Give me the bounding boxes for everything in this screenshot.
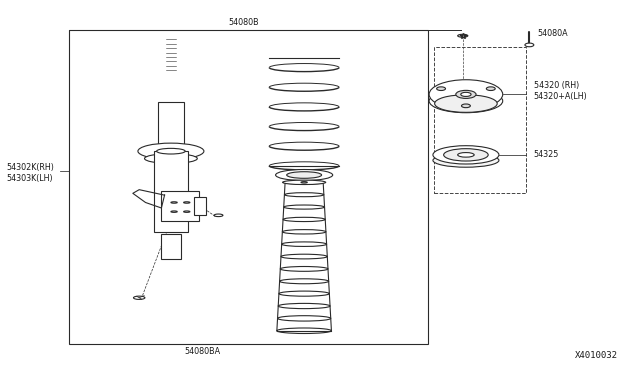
Ellipse shape	[283, 217, 325, 222]
Text: 40056X: 40056X	[69, 284, 100, 293]
Ellipse shape	[436, 87, 445, 90]
Bar	[161, 192, 200, 221]
Ellipse shape	[278, 304, 330, 309]
Ellipse shape	[214, 214, 223, 217]
Text: 54302K(RH)
54303K(LH): 54302K(RH) 54303K(LH)	[6, 163, 54, 183]
Ellipse shape	[285, 180, 323, 184]
Ellipse shape	[429, 89, 502, 113]
Ellipse shape	[138, 143, 204, 159]
Bar	[434, 47, 526, 193]
Ellipse shape	[171, 202, 177, 203]
Ellipse shape	[456, 90, 476, 99]
Ellipse shape	[276, 170, 333, 180]
Ellipse shape	[157, 148, 185, 154]
Text: 54010M: 54010M	[215, 136, 247, 145]
Ellipse shape	[134, 296, 145, 299]
Ellipse shape	[433, 154, 499, 167]
Ellipse shape	[284, 205, 324, 209]
Text: 54035: 54035	[222, 211, 247, 220]
Text: 54080A: 54080A	[537, 29, 568, 38]
Ellipse shape	[282, 230, 326, 234]
Ellipse shape	[282, 242, 326, 246]
Ellipse shape	[284, 193, 324, 197]
Ellipse shape	[433, 146, 499, 164]
Ellipse shape	[171, 211, 177, 212]
Text: 54320 (RH)
54320+A(LH): 54320 (RH) 54320+A(LH)	[534, 81, 588, 101]
Ellipse shape	[184, 211, 190, 212]
Ellipse shape	[278, 316, 331, 321]
Bar	[69, 30, 428, 344]
Ellipse shape	[277, 328, 332, 334]
Ellipse shape	[435, 95, 497, 112]
Ellipse shape	[281, 254, 327, 259]
Text: 54080BA: 54080BA	[184, 347, 221, 356]
Text: 54050M: 54050M	[215, 253, 247, 262]
Bar	[158, 102, 184, 151]
Ellipse shape	[486, 87, 495, 90]
Ellipse shape	[444, 149, 488, 161]
Ellipse shape	[279, 291, 330, 296]
Text: 54325: 54325	[534, 150, 559, 158]
Ellipse shape	[461, 92, 471, 96]
Ellipse shape	[301, 182, 307, 183]
Ellipse shape	[458, 34, 468, 37]
Ellipse shape	[287, 172, 321, 178]
Text: X4010032: X4010032	[575, 351, 618, 360]
Text: 54080B: 54080B	[228, 18, 259, 27]
Bar	[250, 34, 425, 340]
Ellipse shape	[525, 43, 534, 47]
Ellipse shape	[458, 153, 474, 157]
Polygon shape	[133, 190, 164, 208]
Ellipse shape	[280, 279, 329, 284]
Ellipse shape	[461, 104, 470, 108]
Ellipse shape	[283, 180, 326, 185]
Ellipse shape	[280, 266, 328, 271]
Ellipse shape	[184, 202, 190, 203]
Bar	[161, 234, 181, 259]
Bar	[154, 151, 188, 232]
Ellipse shape	[145, 154, 197, 163]
Bar	[195, 197, 206, 215]
Bar	[111, 34, 234, 340]
Ellipse shape	[429, 80, 502, 109]
